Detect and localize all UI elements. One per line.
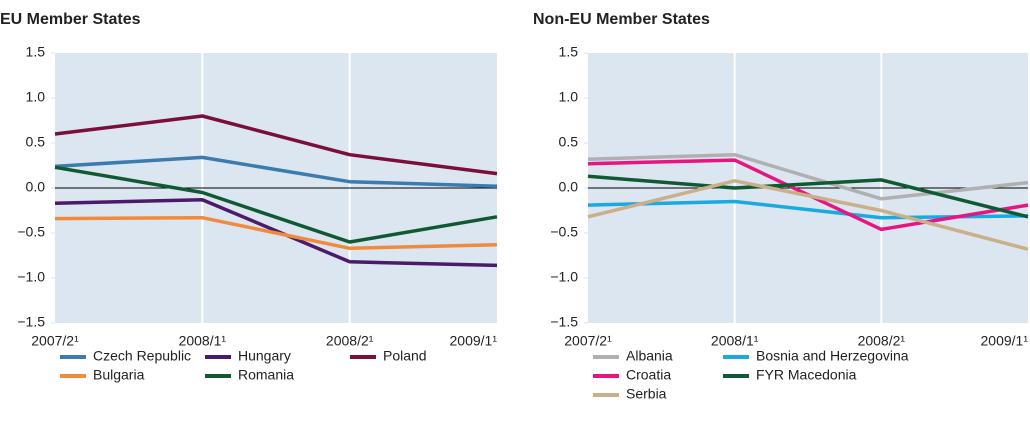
legend-label: Serbia [626,386,667,402]
legend-label: Romania [238,367,294,383]
legend-label: Croatia [626,367,671,383]
y-tick-label: 1.5 [559,44,579,60]
series-line [54,215,498,251]
y-tick-label: 1.0 [26,89,46,105]
legend-label: Poland [383,348,427,364]
chart-title: Non-EU Member States [533,11,710,28]
legend-label: Bulgaria [93,367,145,383]
x-tick-label: 2009/1¹ [450,333,498,349]
y-tick-label: 1.5 [26,44,46,60]
series-line [54,114,498,176]
series-line [587,174,1029,219]
legend-label: Bosnia and Herzegovina [756,348,909,364]
y-tick-label: 0.0 [559,179,579,195]
x-tick-label: 2007/2¹ [564,333,612,349]
y-tick-label: −1.0 [550,269,578,285]
y-tick-label: −1.0 [17,269,45,285]
series-line [54,155,498,188]
y-tick-label: 1.0 [559,89,579,105]
series-line [587,179,1029,251]
y-tick-label: 0.5 [559,134,579,150]
y-tick-label: −0.5 [17,224,45,240]
x-tick-label: 2008/2¹ [858,333,906,349]
x-tick-label: 2007/2¹ [31,333,79,349]
x-tick-label: 2008/1¹ [711,333,759,349]
legend-label: FYR Macedonia [756,367,857,383]
y-tick-label: −0.5 [550,224,578,240]
y-tick-label: −1.5 [550,314,578,330]
y-tick-label: 0.0 [26,179,46,195]
chart-title: EU Member States [0,11,141,28]
legend-label: Albania [626,348,673,364]
legend-label: Hungary [238,348,291,364]
x-tick-label: 2008/1¹ [179,333,227,349]
y-tick-label: −1.5 [17,314,45,330]
y-tick-label: 0.5 [26,134,46,150]
series-line [54,197,498,268]
legend-label: Czech Republic [93,348,191,364]
series-line [54,165,498,244]
x-tick-label: 2008/2¹ [326,333,374,349]
x-tick-label: 2009/1¹ [981,333,1029,349]
series-line [587,152,1029,201]
